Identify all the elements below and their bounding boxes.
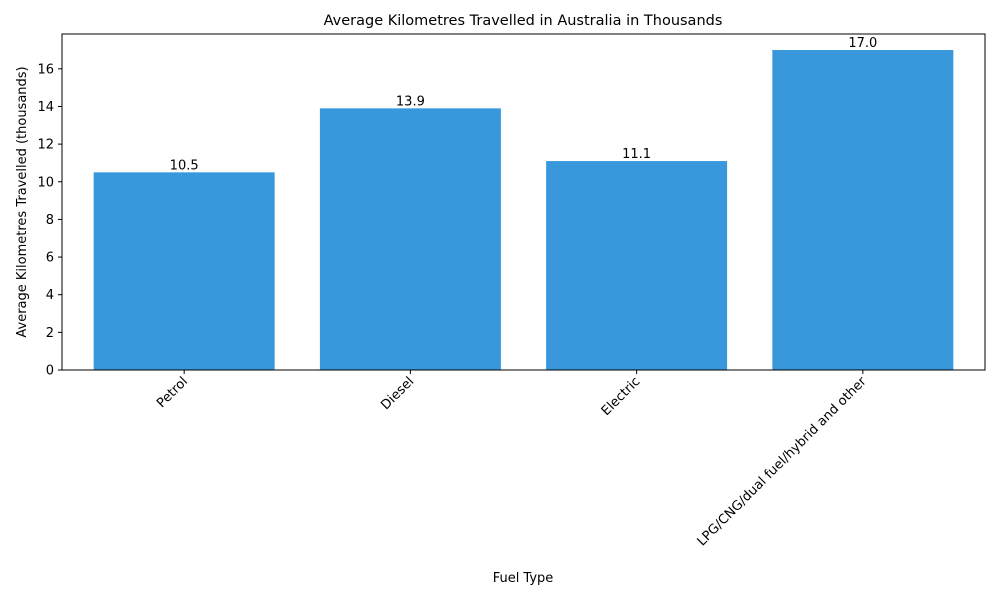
bar-data-labels: 10.5 13.9 11.1 17.0 [170, 36, 878, 173]
y-tick-label: 0 [46, 364, 54, 379]
x-axis-ticks: Petrol Diesel Electric LPG/CNG/dual fuel/hy… [154, 370, 870, 549]
bar-data-label: 17.0 [848, 36, 877, 51]
bar [546, 161, 728, 370]
y-tick-label: 10 [37, 175, 54, 190]
y-tick-label: 14 [37, 100, 54, 115]
bar [93, 172, 275, 370]
bar [319, 108, 501, 371]
bar-data-label: 13.9 [396, 94, 425, 109]
x-axis-label: Fuel Type [493, 571, 554, 586]
bar-data-label: 11.1 [622, 147, 651, 162]
bar [772, 50, 954, 370]
x-tick-label: Petrol [154, 374, 191, 411]
y-axis-label: Average Kilometres Travelled (thousands) [15, 66, 30, 337]
x-tick-label: Diesel [378, 374, 417, 413]
y-tick-label: 12 [37, 138, 54, 153]
plot-frame [61, 33, 986, 371]
x-tick-label: Electric [599, 374, 644, 419]
x-tick-label: LPG/CNG/dual fuel/hybrid and other [695, 374, 871, 550]
y-tick-label: 16 [37, 62, 54, 77]
y-axis-ticks: 0 2 4 6 8 10 12 14 16 [37, 62, 62, 379]
bars [93, 50, 954, 371]
chart-title: Average Kilometres Travelled in Australi… [324, 13, 723, 29]
y-tick-label: 4 [46, 288, 54, 303]
y-tick-label: 6 [46, 251, 54, 266]
y-tick-label: 8 [46, 213, 54, 228]
y-tick-label: 2 [46, 326, 54, 341]
bar-data-label: 10.5 [170, 158, 199, 173]
